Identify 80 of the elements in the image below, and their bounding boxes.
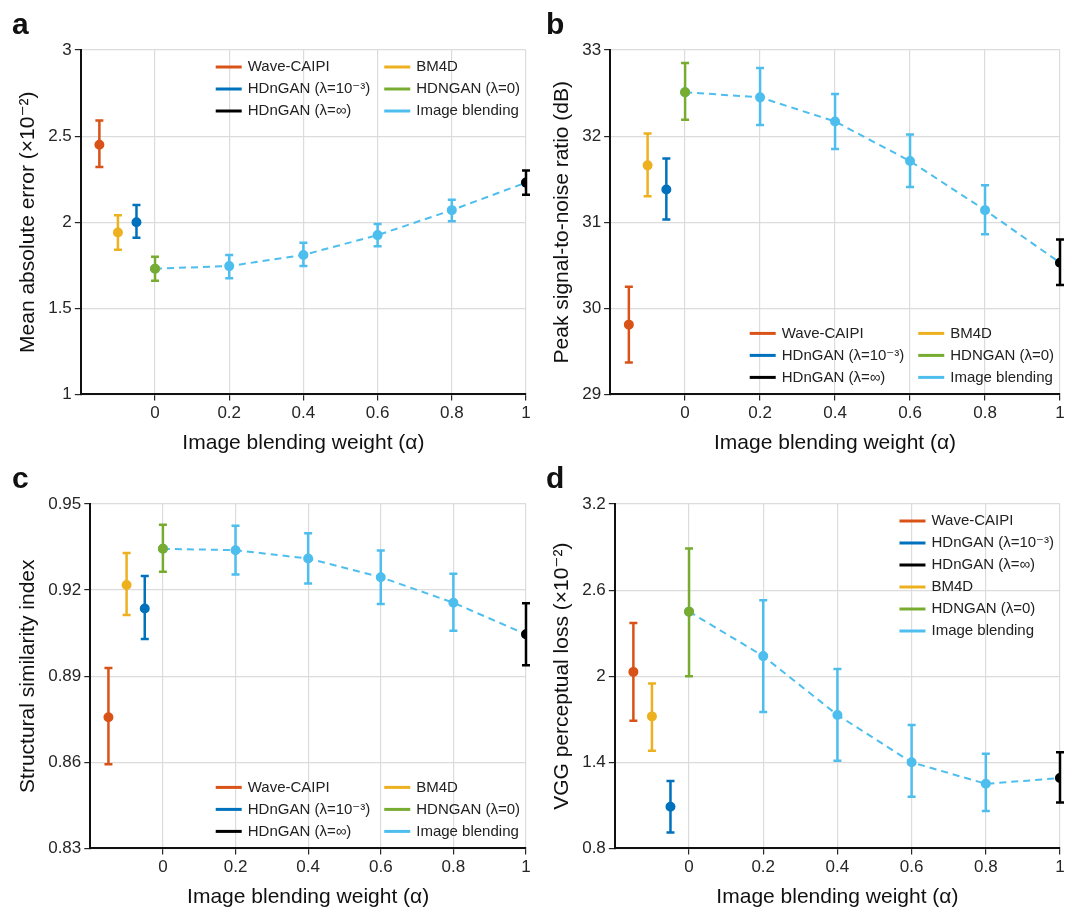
y-tick-label: 32 [582,125,602,145]
legend-label: HDnGAN (λ=10⁻³) [931,533,1054,551]
chart-title: d [546,461,565,495]
y-tick-label: 3 [62,39,72,59]
x-tick-label: 0.8 [441,857,466,877]
y-tick-label: 2.6 [582,579,606,599]
x-tick-label: 0.4 [296,857,320,877]
legend-label: Image blending [416,101,519,119]
y-tick-label: 0.89 [48,665,82,685]
y-tick-label: 0.92 [48,579,82,599]
y-tick-label: 0.95 [48,493,82,513]
y-tick-label: 3.2 [582,493,606,513]
legend-label: HDNGAN (λ=0) [416,799,520,817]
x-tick-label: 0.2 [751,857,776,877]
legend-label: HDnGAN (λ=10⁻³) [247,799,371,817]
x-tick-label: 0.6 [898,403,922,423]
legend-label: BM4D [931,577,974,595]
x-tick-label: 0.8 [439,403,464,423]
y-tick-label: 1.5 [48,297,72,317]
y-tick-label: 2.5 [48,125,72,145]
y-tick-label: 0.83 [48,838,82,858]
x-tick-label: 0.4 [825,857,850,877]
x-tick-label: 0.6 [365,403,390,423]
x-axis-title: Image blending weight (α) [187,884,430,908]
x-tick-label: 0.6 [899,857,924,877]
x-tick-label: 0 [150,403,160,423]
y-tick-label: 29 [582,384,602,404]
x-tick-label: 0.8 [973,403,997,423]
legend-label: BM4D [416,777,459,795]
x-tick-label: 0.8 [973,857,998,877]
chart-title: a [12,7,29,41]
chart-title: b [546,7,565,41]
legend-label: Wave-CAIPI [781,323,864,341]
legend-label: HDnGAN (λ=10⁻³) [247,79,371,97]
legend-label: HDnGAN (λ=∞) [931,555,1036,573]
y-axis-title: VGG perceptual loss (×10⁻²) [549,542,573,810]
x-tick-label: 1 [1055,857,1065,877]
legend-label: HDnGAN (λ=∞) [247,821,352,839]
legend-label: HDnGAN (λ=∞) [247,101,352,119]
y-axis-title: Peak signal-to-noise ratio (dB) [549,80,573,364]
x-tick-label: 0.4 [291,403,316,423]
x-tick-label: 0.2 [748,403,772,423]
legend-label: BM4D [416,57,459,75]
legend-label: Wave-CAIPI [931,511,1014,529]
y-axis-title: Mean absolute error (×10⁻²) [15,91,39,353]
x-tick-label: 1 [521,857,531,877]
x-axis-title: Image blending weight (α) [182,430,425,454]
legend-label: HDnGAN (λ=∞) [781,367,886,385]
legend-label: BM4D [950,323,993,341]
y-tick-label: 0.8 [582,838,606,858]
y-tick-label: 33 [582,39,602,59]
legend-label: Image blending [931,621,1035,639]
legend-label: Image blending [416,821,519,839]
x-tick-label: 0 [684,857,694,877]
y-tick-label: 2 [62,211,72,231]
legend-label: HDNGAN (λ=0) [931,599,1036,617]
x-tick-label: 0 [158,857,168,877]
x-axis-title: Image blending weight (α) [714,430,957,454]
y-tick-label: 1.4 [582,751,606,771]
legend-label: HDNGAN (λ=0) [950,345,1054,363]
y-tick-label: 0.86 [48,751,82,771]
y-tick-label: 2 [596,665,606,685]
y-tick-label: 31 [582,211,602,231]
x-tick-label: 0 [680,403,690,423]
legend-label: Wave-CAIPI [247,57,330,75]
x-axis-title: Image blending weight (α) [716,884,959,908]
legend-label: Image blending [950,367,1053,385]
x-tick-label: 0.2 [217,403,242,423]
y-tick-label: 1 [62,384,72,404]
x-tick-label: 0.6 [368,857,393,877]
legend-label: Wave-CAIPI [247,777,330,795]
y-tick-label: 30 [582,297,602,317]
x-tick-label: 1 [1055,403,1065,423]
x-tick-label: 0.4 [823,403,847,423]
x-tick-label: 1 [521,403,531,423]
legend-label: HDNGAN (λ=0) [416,79,520,97]
y-axis-title: Structural similarity index [15,559,39,793]
legend-label: HDnGAN (λ=10⁻³) [781,345,905,363]
chart-title: c [12,461,29,495]
x-tick-label: 0.2 [223,857,248,877]
